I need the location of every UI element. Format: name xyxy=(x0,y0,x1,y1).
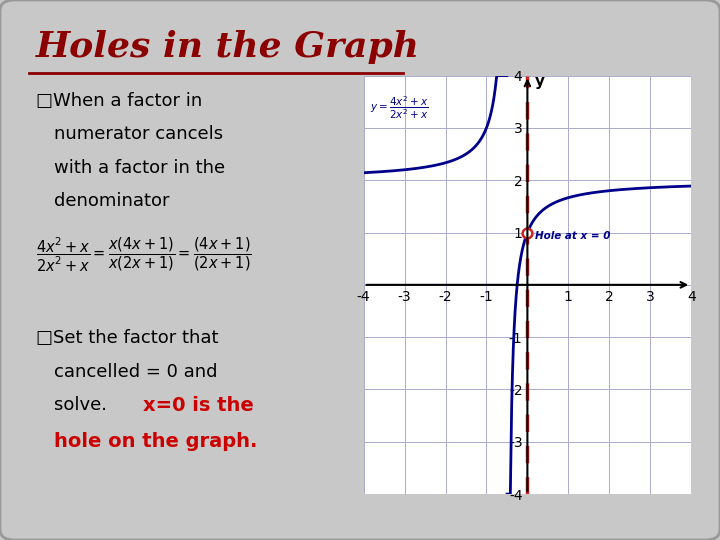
Text: Holes in the Graph: Holes in the Graph xyxy=(36,30,420,64)
Text: solve.: solve. xyxy=(54,396,125,414)
Text: y: y xyxy=(535,74,545,89)
Text: □Set the factor that: □Set the factor that xyxy=(36,329,218,347)
Text: with a factor in the: with a factor in the xyxy=(54,159,225,177)
Text: x=0 is the: x=0 is the xyxy=(143,396,253,415)
Text: Hole at x = 0: Hole at x = 0 xyxy=(535,231,611,241)
Text: □When a factor in: □When a factor in xyxy=(36,92,202,110)
Text: $y=\dfrac{4x^2+x}{2x^2+x}$: $y=\dfrac{4x^2+x}{2x^2+x}$ xyxy=(370,94,428,121)
Text: $\dfrac{4x^2+x}{2x^2+x} = \dfrac{x(4x+1)}{x(2x+1)} = \dfrac{(4x+1)}{(2x+1)}$: $\dfrac{4x^2+x}{2x^2+x} = \dfrac{x(4x+1)… xyxy=(36,235,252,273)
Text: denominator: denominator xyxy=(54,192,169,210)
Text: cancelled = 0 and: cancelled = 0 and xyxy=(54,363,217,381)
Text: hole on the graph.: hole on the graph. xyxy=(54,432,257,451)
Text: numerator cancels: numerator cancels xyxy=(54,125,223,143)
